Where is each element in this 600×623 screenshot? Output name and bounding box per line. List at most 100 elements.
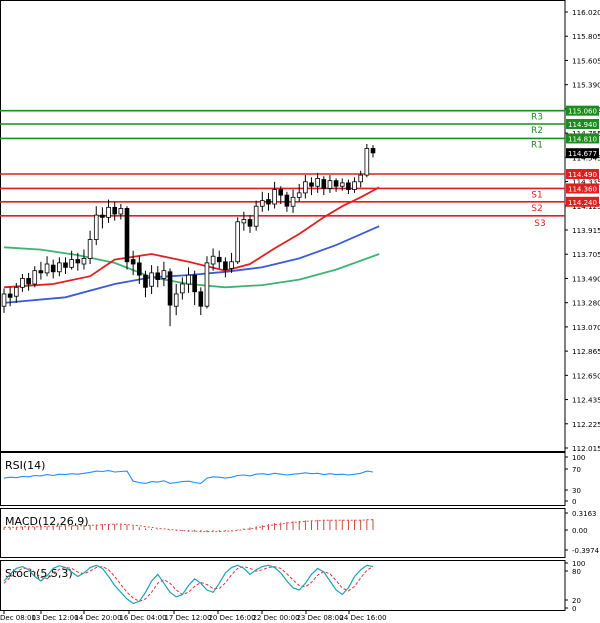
stoch-panel-axis-label: 20	[572, 597, 581, 605]
candle-body	[44, 263, 50, 274]
candle-body	[106, 206, 111, 218]
candle-body	[223, 261, 228, 270]
candle-body	[118, 208, 124, 215]
candle-body	[321, 179, 327, 189]
time-axis-label: 14 Dec 20:00	[74, 614, 121, 622]
price-axis-label: 116.020	[572, 8, 600, 17]
stoch-d-line	[3, 566, 374, 602]
level-price-tag-text: 114.940	[568, 121, 597, 129]
stoch-k-line	[3, 564, 374, 605]
candle-body	[32, 270, 38, 285]
candle-body	[50, 264, 56, 273]
candle-body	[259, 200, 265, 207]
candle-body	[180, 283, 185, 294]
price-axis-label: 112.225	[572, 420, 600, 429]
price-axis-label: 112.650	[572, 371, 600, 380]
candle-body	[93, 214, 99, 240]
price-axis-label: 113.705	[572, 250, 600, 259]
candle-body	[247, 219, 253, 227]
time-axis-label: Dec 08:00	[0, 614, 36, 622]
rsi-panel-axis-label: 100	[572, 454, 585, 462]
level-label: R2	[531, 126, 543, 136]
time-axis-label: 20 Dec 16:00	[208, 614, 255, 622]
candle-body	[192, 274, 197, 293]
candle-body	[20, 278, 25, 288]
stoch-panel-axis-label: 100	[572, 560, 585, 568]
time-axis-label: 23 Dec 08:00	[296, 614, 343, 622]
level-price-tag-text: 114.490	[568, 171, 597, 179]
level-price-tag	[566, 133, 599, 144]
candle-body	[235, 221, 241, 263]
stoch-panel-axis-label: 80	[572, 568, 581, 576]
candle-body	[63, 262, 68, 268]
candle-body	[352, 181, 357, 190]
candle-body	[358, 174, 364, 183]
level-price-tag	[566, 119, 599, 129]
macd-panel-axis-label: 0.00	[572, 527, 588, 535]
candle-body	[315, 178, 320, 187]
level-label: S2	[531, 204, 542, 214]
price-axis-label: 115.805	[572, 32, 600, 41]
price-axis-label: 114.335	[572, 178, 600, 187]
level-price-tag-text: 115.060	[568, 108, 597, 116]
candle-body	[284, 194, 290, 207]
current-price-tag-text: 114.677	[568, 150, 597, 158]
rsi-panel-axis-label: 70	[572, 466, 581, 474]
candle-body	[339, 182, 345, 187]
level-label: S1	[531, 190, 542, 200]
level-price-tag-text: 114.810	[568, 135, 597, 143]
candle-body	[364, 148, 370, 176]
level-price-tag	[566, 196, 599, 207]
stoch-panel-title: Stoch(5,5,3)	[5, 567, 73, 580]
stoch-panel-axis-label: 0	[572, 605, 576, 613]
price-axis-label: 112.435	[572, 396, 600, 405]
candle-body	[173, 293, 179, 307]
level-price-tag	[566, 105, 599, 116]
moving-average-red	[3, 186, 380, 289]
candle-body	[303, 181, 308, 194]
candle-body	[346, 182, 351, 190]
time-axis-label: 17 Dec 12:00	[164, 614, 211, 622]
candle-body	[161, 270, 167, 279]
macd-signal-line	[4, 519, 373, 533]
level-price-tag-text: 114.360	[568, 185, 597, 193]
level-price-tag	[566, 183, 599, 194]
candle-body	[210, 255, 216, 265]
candle-body	[272, 189, 277, 205]
candle-body	[155, 272, 161, 280]
time-axis-label: 22 Dec 00:00	[252, 614, 299, 622]
candle-body	[149, 272, 154, 287]
candle-body	[112, 206, 118, 215]
stoch-panel-frame	[0, 560, 566, 611]
level-price-tag	[566, 169, 599, 179]
candle-body	[57, 262, 62, 273]
candle-body	[229, 261, 234, 269]
time-axis-label: 24 Dec 16:00	[339, 614, 386, 622]
candle-body	[278, 189, 284, 196]
rsi-panel-axis-label: 30	[572, 487, 581, 495]
candle-body	[241, 219, 247, 224]
candle-body	[130, 259, 136, 265]
rsi-panel-axis-label: 0	[572, 498, 576, 506]
current-price-tag	[566, 148, 599, 159]
candle-body	[290, 196, 296, 207]
price-axis-label: 113.915	[572, 226, 600, 235]
candle-body	[186, 274, 191, 285]
candle-body	[87, 239, 93, 259]
time-axis-label: 13 Dec 12:00	[31, 614, 78, 622]
macd-panel-title: MACD(12,26,9)	[5, 515, 89, 528]
candle-body	[75, 259, 81, 264]
level-label: R3	[531, 113, 543, 123]
price-axis-label: 115.390	[572, 81, 600, 90]
level-label: R1	[531, 140, 543, 150]
candle-body	[253, 205, 259, 227]
price-axis-label: 112.865	[572, 347, 600, 356]
candle-body	[167, 271, 173, 306]
candle-body	[69, 259, 74, 268]
candle-body	[296, 192, 302, 198]
price-axis-label: 113.070	[572, 323, 600, 332]
rsi-panel-frame	[0, 452, 566, 506]
candle-body	[143, 274, 148, 288]
time-axis-label: 16 Dec 04:00	[119, 614, 166, 622]
